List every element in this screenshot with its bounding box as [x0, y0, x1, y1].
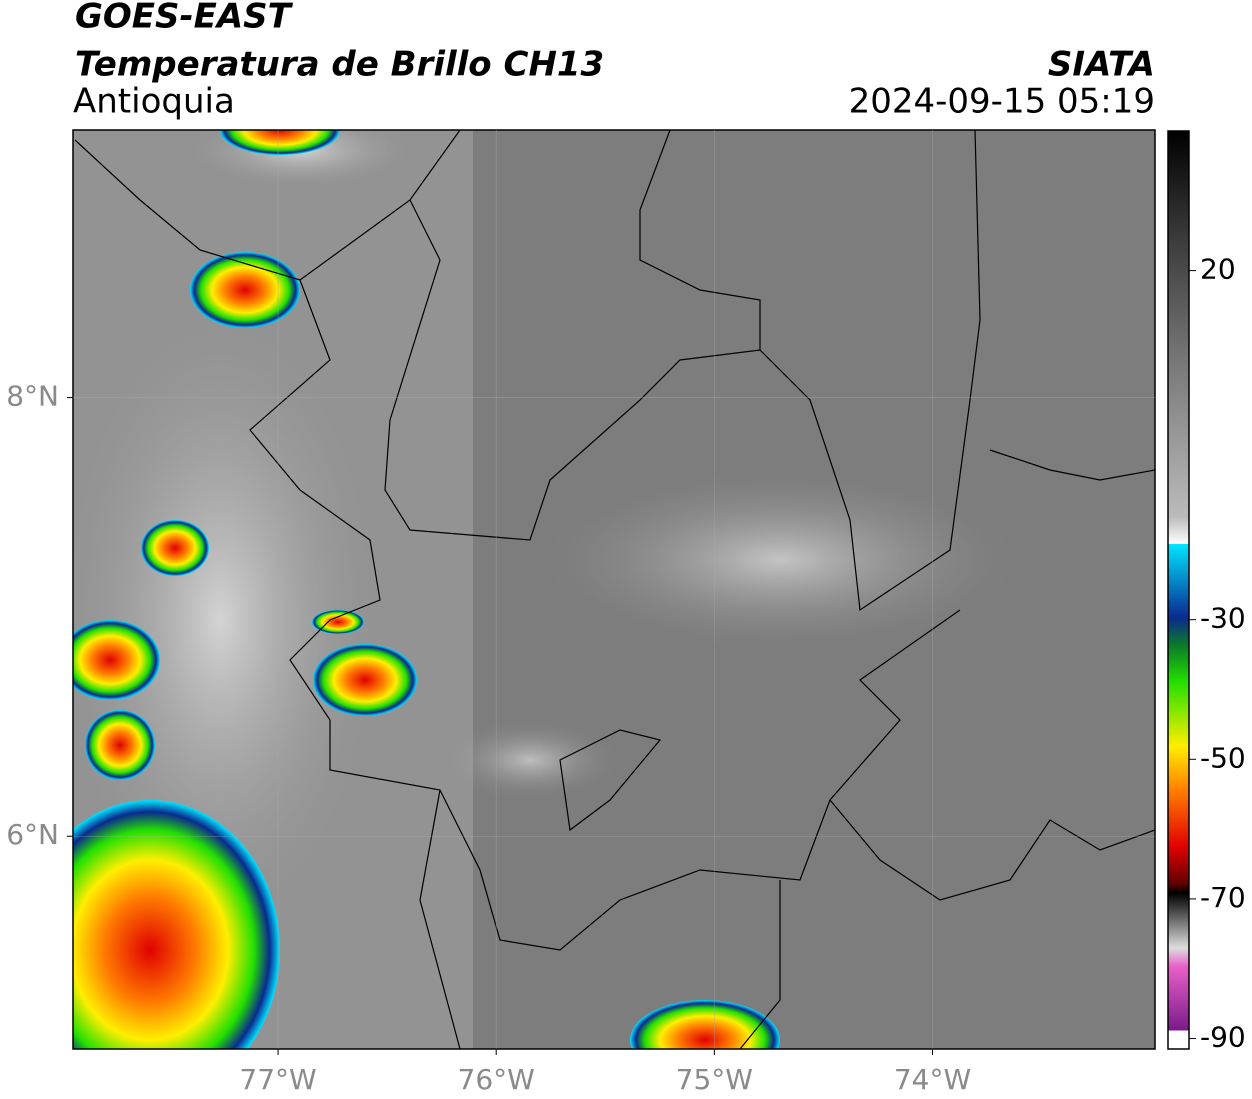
colorbar-tick-label: -30 [1200, 602, 1246, 635]
x-tick-label: 76°W [458, 1063, 535, 1096]
product-title: Temperatura de Brillo CH13 [75, 45, 604, 85]
colorbar-tick-label: 20 [1200, 253, 1236, 286]
x-tick-label: 75°W [676, 1063, 753, 1096]
source-label: SIATA [1048, 45, 1155, 85]
colorbar-tick-label: -70 [1200, 881, 1246, 914]
x-tick-label: 74°W [894, 1063, 971, 1096]
colorbar [1167, 130, 1190, 1050]
satellite-title: GOES-EAST [75, 0, 294, 37]
colorbar-tick-label: -50 [1200, 741, 1246, 774]
x-tick-label: 77°W [239, 1063, 316, 1096]
satellite-image [73, 130, 1155, 1049]
map-frame [72, 129, 1156, 1050]
datetime-label: 2024-09-15 05:19 [849, 82, 1155, 122]
colorbar-tick-label: -90 [1200, 1021, 1246, 1054]
y-tick-label: 6°N [6, 818, 59, 851]
y-tick-label: 8°N [6, 380, 59, 413]
region-label: Antioquia [73, 82, 235, 122]
